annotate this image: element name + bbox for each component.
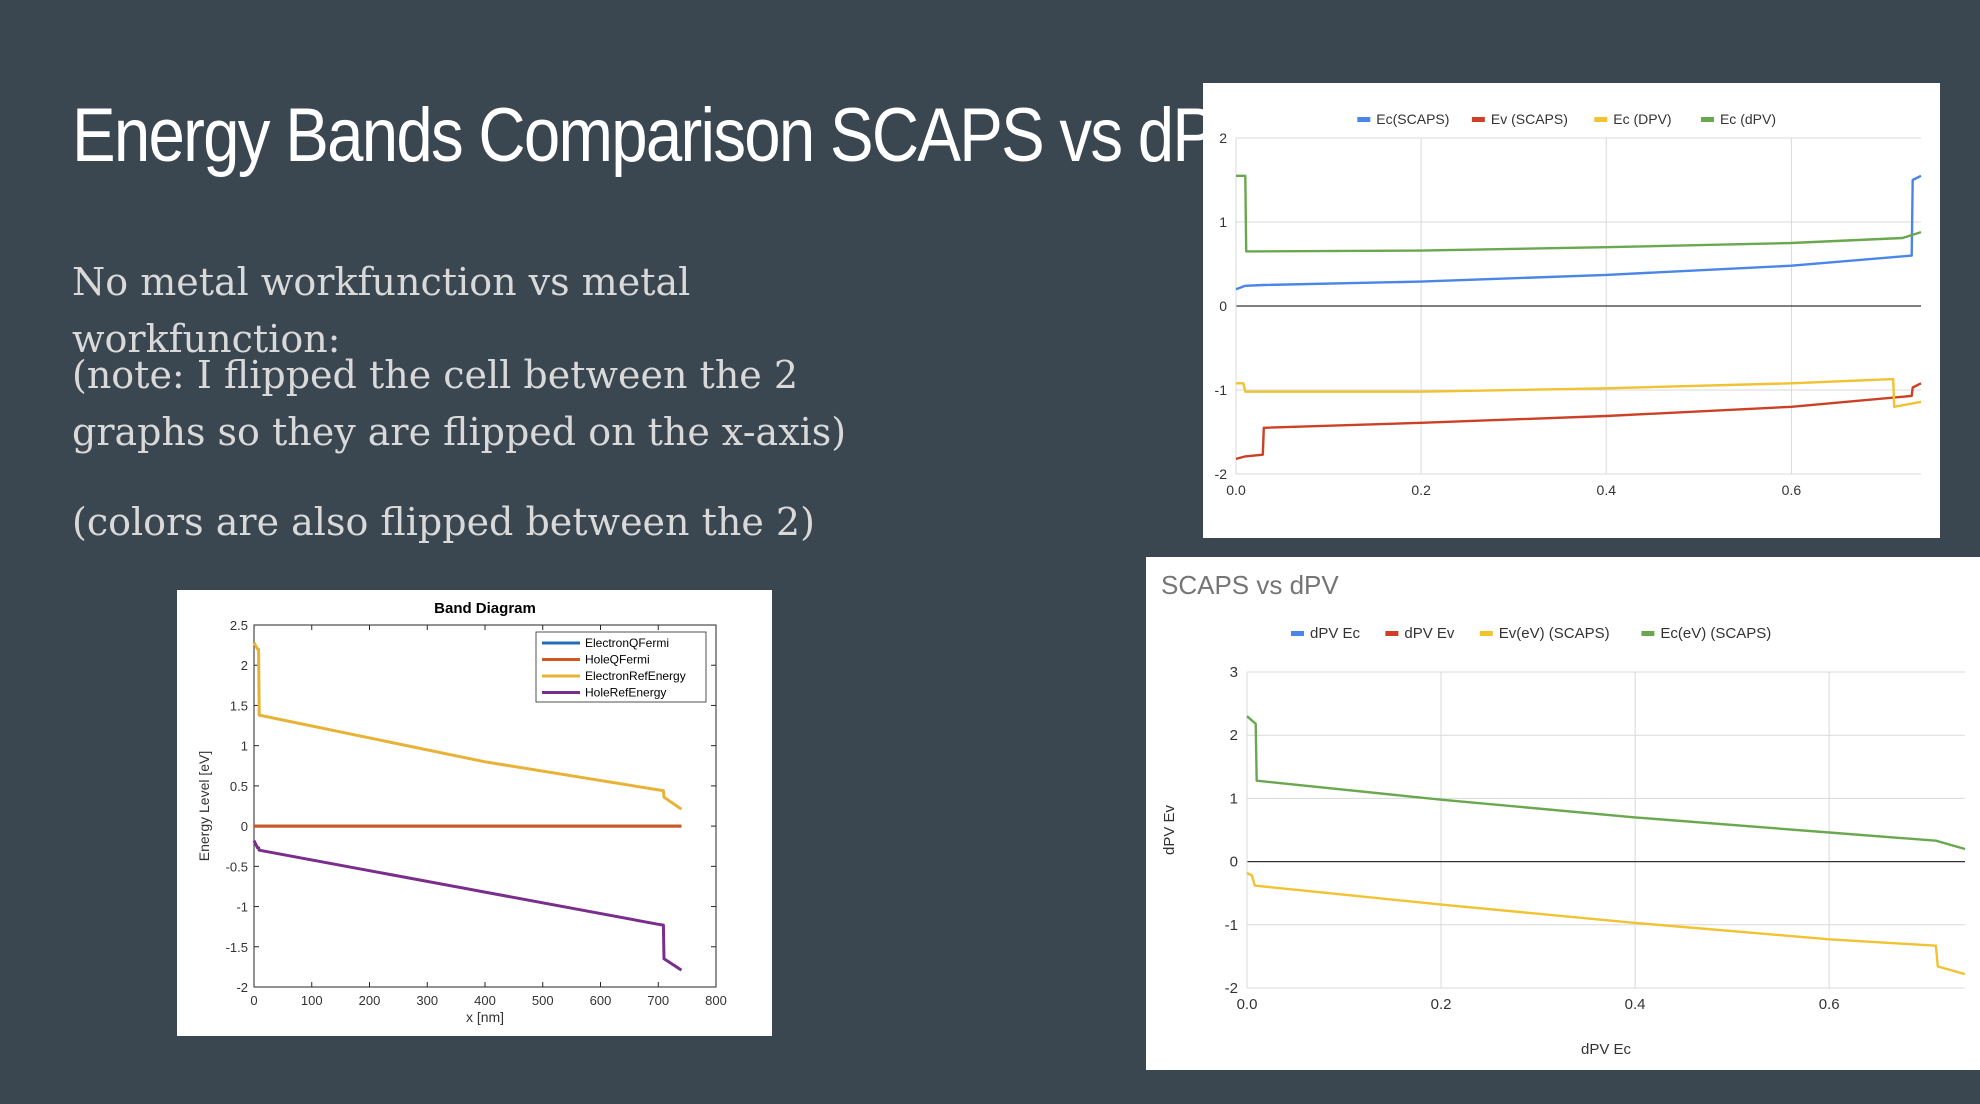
y-tick-label: 1.5 xyxy=(230,698,248,713)
legend-entry: Ev (SCAPS) xyxy=(1491,111,1568,127)
series-line xyxy=(252,641,683,811)
chart-title: SCAPS vs dPV xyxy=(1161,570,1339,600)
x-tick-label: 0.0 xyxy=(1237,996,1258,1013)
y-tick-label: -1 xyxy=(236,900,248,915)
chart-band-diagram: 0 100 200 300 400 500 600 700 800 2.5 2 1.5 1 0.5 0 -0.… xyxy=(196,600,727,1025)
legend-entry: Ec (DPV) xyxy=(1613,111,1671,127)
legend-swatch xyxy=(1641,631,1655,636)
series-line xyxy=(252,839,683,972)
y-tick-label: 2 xyxy=(1230,727,1238,744)
legend-entry: Ev(eV) (SCAPS) xyxy=(1499,625,1610,642)
legend-swatch xyxy=(1357,117,1371,122)
y-tick-label: -0.5 xyxy=(226,859,248,874)
y-tick-label: 2 xyxy=(241,658,248,673)
y-tick-label: 2 xyxy=(1219,130,1227,146)
series-line xyxy=(1236,377,1922,408)
series-line xyxy=(1235,382,1922,461)
chart-bottom: 0.0 0.2 0.4 0.6 3 2 1 0 -1 -2 SCAPS vs dPV dPV Ev dP… xyxy=(1161,570,1966,1058)
legend-entry: Ec(eV) (SCAPS) xyxy=(1660,625,1771,642)
y-tick-label: -2 xyxy=(1215,466,1228,482)
y-tick-label: 1 xyxy=(1219,214,1227,230)
y-axis-label: Energy Level [eV] xyxy=(196,751,212,862)
legend-swatch xyxy=(1479,631,1493,636)
y-tick-label: 0 xyxy=(1230,854,1238,871)
y-axis-label: dPV Ev xyxy=(1161,804,1178,855)
x-tick-label: 200 xyxy=(359,993,381,1008)
legend-entry: ElectronQFermi xyxy=(585,636,669,650)
legend-swatch xyxy=(1471,117,1485,122)
chart-card-top: 0.0 0.2 0.4 0.6 2 1 0 -1 -2 Ec(SCAPS) Ev (SCAPS) Ec… xyxy=(1203,83,1940,538)
y-tick-label: 1 xyxy=(241,739,248,754)
x-tick-label: 0.2 xyxy=(1431,996,1452,1013)
series-line xyxy=(1246,715,1966,851)
legend-entry: dPV Ec xyxy=(1310,625,1361,642)
y-tick-label: -2 xyxy=(1225,980,1238,997)
x-tick-label: 0.2 xyxy=(1411,482,1431,498)
x-tick-label: 0.4 xyxy=(1625,996,1646,1013)
paragraph-3: (colors are also flipped between the 2) xyxy=(72,500,815,544)
series-line xyxy=(1236,174,1922,253)
paragraph-2: (note: I flipped the cell between the 2 … xyxy=(72,353,847,454)
x-tick-label: 700 xyxy=(647,993,669,1008)
x-tick-label: 600 xyxy=(590,993,612,1008)
chart-title: Band Diagram xyxy=(434,600,536,617)
legend-entry: Ec(SCAPS) xyxy=(1376,111,1449,127)
x-tick-label: 0.6 xyxy=(1819,996,1840,1013)
legend-swatch xyxy=(1291,631,1304,636)
x-axis-label: dPV Ec xyxy=(1581,1041,1632,1058)
x-tick-label: 400 xyxy=(474,993,496,1008)
x-tick-label: 0.0 xyxy=(1226,482,1246,498)
y-tick-label: -2 xyxy=(236,980,248,995)
x-tick-label: 800 xyxy=(705,993,727,1008)
legend-entry: dPV Ev xyxy=(1404,625,1455,642)
y-tick-label: -1.5 xyxy=(226,940,248,955)
legend-entry: HoleRefEnergy xyxy=(585,686,666,700)
y-tick-label: 0 xyxy=(1219,298,1227,314)
y-tick-label: 1 xyxy=(1230,790,1238,807)
series-line xyxy=(1246,871,1966,976)
paragraph-1: No metal workfunction vs metal workfunct… xyxy=(72,260,691,361)
chart-top: 0.0 0.2 0.4 0.6 2 1 0 -1 -2 Ec(SCAPS) Ev (SCAPS) Ec… xyxy=(1215,111,1922,498)
x-tick-label: 100 xyxy=(301,993,323,1008)
slide-title: Energy Bands Comparison SCAPS vs dPV xyxy=(72,93,1258,178)
x-tick-label: 500 xyxy=(532,993,554,1008)
y-tick-label: -1 xyxy=(1215,382,1228,398)
legend-entry: ElectronRefEnergy xyxy=(585,669,686,683)
legend-swatch xyxy=(1700,117,1714,122)
x-tick-label: 0.6 xyxy=(1782,482,1802,498)
y-tick-label: 0.5 xyxy=(230,779,248,794)
y-tick-label: 3 xyxy=(1230,664,1238,681)
y-tick-label: -1 xyxy=(1225,917,1238,934)
y-tick-label: 2.5 xyxy=(230,618,248,633)
y-tick-label: 0 xyxy=(241,819,248,834)
legend-swatch xyxy=(1594,117,1608,122)
legend-swatch xyxy=(1385,631,1399,636)
chart-card-bottom: 0.0 0.2 0.4 0.6 3 2 1 0 -1 -2 SCAPS vs dPV dPV Ev dP… xyxy=(1146,557,1980,1070)
x-tick-label: 300 xyxy=(416,993,438,1008)
x-axis-label: x [nm] xyxy=(466,1009,504,1025)
chart-card-band-diagram: 0 100 200 300 400 500 600 700 800 2.5 2 1.5 1 0.5 0 -0.… xyxy=(177,590,772,1036)
legend-entry: HoleQFermi xyxy=(585,653,650,667)
x-tick-label: 0.4 xyxy=(1597,482,1617,498)
series-line xyxy=(1235,174,1922,291)
legend-entry: Ec (dPV) xyxy=(1720,111,1776,127)
x-tick-label: 0 xyxy=(250,993,257,1008)
